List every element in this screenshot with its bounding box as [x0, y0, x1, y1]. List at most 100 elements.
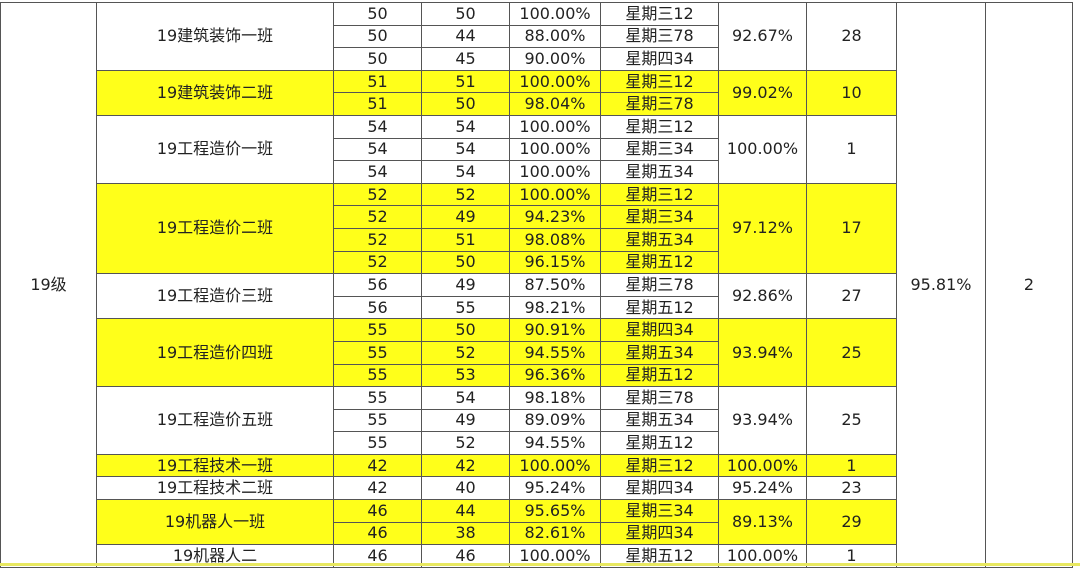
attendance-rate-cell: 96.15%: [509, 250, 601, 275]
attendance-rate-cell: 95.24%: [509, 476, 601, 501]
table-row: 19机器人二 46 46 100.00% 星期五12 100.00% 1: [1, 544, 1073, 568]
session-cell: 星期三34: [600, 499, 719, 523]
attendance-rate-cell: 90.91%: [509, 318, 601, 342]
present-cell: 50: [421, 318, 510, 342]
class-rate-cell: 100.00%: [718, 544, 807, 568]
enrolled-cell: 54: [333, 137, 422, 162]
enrolled-cell: 56: [333, 273, 422, 297]
table-row: 46 38 82.61% 星期四34: [1, 521, 1073, 546]
class-rate-cell: 100.00%: [718, 114, 807, 184]
enrolled-cell: 56: [333, 295, 422, 320]
session-cell: 星期三78: [600, 273, 719, 297]
enrolled-cell: 55: [333, 408, 422, 433]
session-cell: 星期三12: [600, 69, 719, 94]
session-cell: 星期三78: [600, 386, 719, 410]
table-row: 52 50 96.15% 星期五12: [1, 250, 1073, 275]
class-name-cell: 19机器人一班: [96, 499, 334, 546]
session-cell: 星期三34: [600, 205, 719, 229]
enrolled-cell: 50: [333, 2, 422, 26]
enrolled-cell: 51: [333, 92, 422, 116]
present-cell: 38: [421, 521, 510, 546]
attendance-rate-cell: 100.00%: [509, 160, 601, 184]
session-cell: 星期五12: [600, 363, 719, 388]
class-rate-cell: 99.02%: [718, 69, 807, 116]
session-cell: 星期四34: [600, 318, 719, 342]
enrolled-cell: 55: [333, 431, 422, 455]
session-cell: 星期五34: [600, 227, 719, 252]
class-name-cell: 19建筑装饰一班: [96, 2, 334, 71]
class-name-cell: 19工程造价三班: [96, 273, 334, 320]
class-rank-cell: 29: [806, 499, 897, 546]
enrolled-cell: 52: [333, 182, 422, 207]
session-cell: 星期三12: [600, 182, 719, 207]
class-rate-cell: 92.67%: [718, 2, 807, 71]
class-name-cell: 19机器人二: [96, 544, 334, 568]
table-row: 56 55 98.21% 星期五12: [1, 295, 1073, 320]
present-cell: 50: [421, 250, 510, 275]
attendance-rate-cell: 98.08%: [509, 227, 601, 252]
session-cell: 星期五12: [600, 295, 719, 320]
enrolled-cell: 52: [333, 250, 422, 275]
enrolled-cell: 51: [333, 69, 422, 94]
class-name-cell: 19工程造价二班: [96, 182, 334, 275]
present-cell: 49: [421, 408, 510, 433]
class-rank-cell: 1: [806, 114, 897, 184]
enrolled-cell: 54: [333, 160, 422, 184]
session-cell: 星期三12: [600, 114, 719, 139]
session-cell: 星期四34: [600, 521, 719, 546]
grade-rank-cell: 2: [985, 2, 1073, 568]
enrolled-cell: 55: [333, 363, 422, 388]
class-rate-cell: 95.24%: [718, 476, 807, 501]
class-rank-cell: 10: [806, 69, 897, 116]
table-row: 54 54 100.00% 星期三34: [1, 137, 1073, 162]
present-cell: 55: [421, 295, 510, 320]
class-rate-cell: 93.94%: [718, 318, 807, 388]
present-cell: 54: [421, 386, 510, 410]
session-cell: 星期五34: [600, 408, 719, 433]
enrolled-cell: 52: [333, 227, 422, 252]
session-cell: 星期五12: [600, 431, 719, 455]
session-cell: 星期五34: [600, 340, 719, 365]
table-row: 52 49 94.23% 星期三34: [1, 205, 1073, 229]
table-row: 19工程造价四班 55 50 90.91% 星期四34 93.94% 25: [1, 318, 1073, 388]
class-rate-cell: 89.13%: [718, 499, 807, 546]
enrolled-cell: 54: [333, 114, 422, 139]
session-cell: 星期五34: [600, 160, 719, 184]
next-row-edge: [0, 563, 1080, 566]
attendance-rate-cell: 100.00%: [509, 114, 601, 139]
class-name-cell: 19工程技术二班: [96, 476, 334, 501]
class-rank-cell: 27: [806, 273, 897, 320]
table-row: 52 51 98.08% 星期五34: [1, 227, 1073, 252]
enrolled-cell: 55: [333, 386, 422, 410]
class-rank-cell: 25: [806, 386, 897, 455]
attendance-rate-cell: 96.36%: [509, 363, 601, 388]
class-name-cell: 19建筑装饰二班: [96, 69, 334, 116]
attendance-rate-cell: 94.23%: [509, 205, 601, 229]
present-cell: 51: [421, 69, 510, 94]
grade-rate-cell: 95.81%: [896, 2, 986, 568]
attendance-rate-cell: 98.04%: [509, 92, 601, 116]
attendance-rate-cell: 87.50%: [509, 273, 601, 297]
present-cell: 46: [421, 544, 510, 568]
attendance-rate-cell: 98.21%: [509, 295, 601, 320]
attendance-rate-cell: 90.00%: [509, 47, 601, 71]
present-cell: 42: [421, 453, 510, 478]
present-cell: 49: [421, 273, 510, 297]
present-cell: 52: [421, 182, 510, 207]
class-rate-cell: 92.86%: [718, 273, 807, 320]
table-row: 19工程造价一班 54 54 100.00% 星期三12 100.00% 1: [1, 114, 1073, 184]
table-row: 54 54 100.00% 星期五34: [1, 160, 1073, 184]
attendance-rate-cell: 82.61%: [509, 521, 601, 546]
class-rate-cell: 93.94%: [718, 386, 807, 455]
session-cell: 星期四34: [600, 476, 719, 501]
session-cell: 星期三78: [600, 24, 719, 49]
table-row: 19机器人一班 46 44 95.65% 星期三34 89.13% 29: [1, 499, 1073, 546]
table-row: 55 52 94.55% 星期五34: [1, 340, 1073, 365]
present-cell: 53: [421, 363, 510, 388]
present-cell: 50: [421, 2, 510, 26]
present-cell: 51: [421, 227, 510, 252]
class-name-cell: 19工程造价四班: [96, 318, 334, 388]
present-cell: 50: [421, 92, 510, 116]
attendance-rate-cell: 100.00%: [509, 544, 601, 568]
class-rate-cell: 97.12%: [718, 182, 807, 275]
